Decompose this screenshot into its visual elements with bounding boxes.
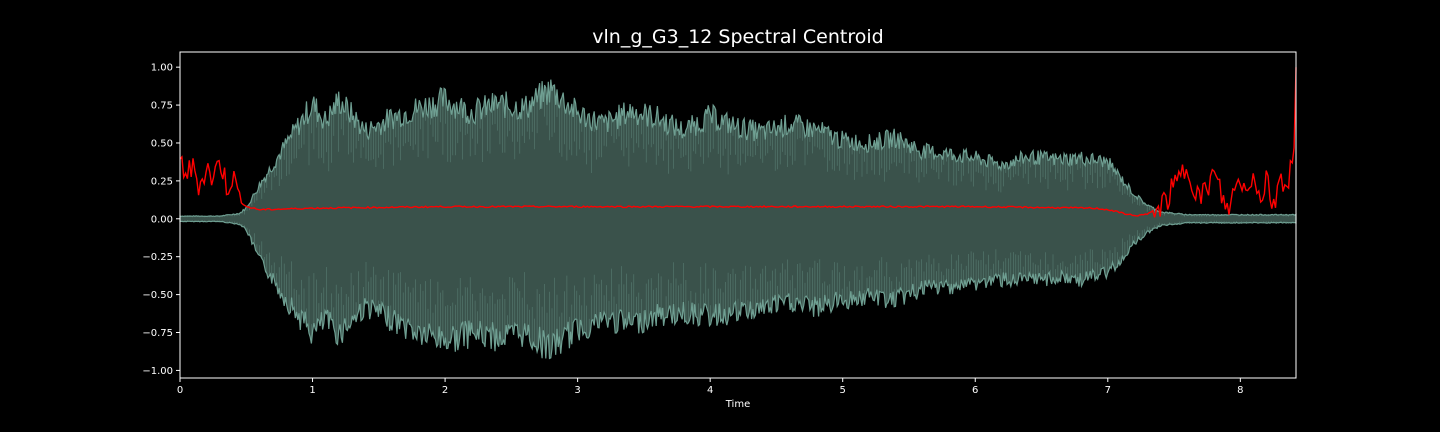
x-tick-label: 7 [1105, 385, 1111, 396]
x-tick-label: 5 [840, 385, 846, 396]
y-tick-label: 0.00 [151, 214, 173, 225]
axes-frame [179, 51, 1297, 379]
y-tick-label: 0.75 [151, 101, 173, 112]
x-tick-label: 8 [1237, 385, 1243, 396]
x-tick-label: 1 [309, 385, 315, 396]
x-tick-label: 4 [707, 385, 713, 396]
y-tick-label: −0.50 [142, 290, 173, 301]
x-tick-label: 2 [442, 385, 448, 396]
chart-title: vln_g_G3_12 Spectral Centroid [592, 26, 884, 48]
plot-area [179, 67, 1297, 360]
y-tick-label: −0.75 [142, 328, 173, 339]
waveform-texture [179, 81, 1297, 359]
y-tick-label: 0.25 [151, 176, 173, 187]
spectral-centroid-line [179, 67, 1297, 218]
y-tick-label: 0.50 [151, 138, 173, 149]
y-tick-label: −0.25 [142, 252, 173, 263]
x-tick-label: 0 [177, 385, 183, 396]
y-tick-label: 1.00 [151, 63, 173, 74]
x-tick-label: 3 [574, 385, 580, 396]
x-axis: 0 1 2 3 4 5 6 7 8 [177, 378, 1244, 396]
y-tick-label: −1.00 [142, 366, 173, 377]
x-tick-label: 6 [972, 385, 978, 396]
y-axis: 1.00 0.75 0.50 0.25 0.00 −0.25 −0.50 −0.75 −1.00 [142, 63, 180, 377]
x-axis-label: Time [725, 399, 750, 410]
